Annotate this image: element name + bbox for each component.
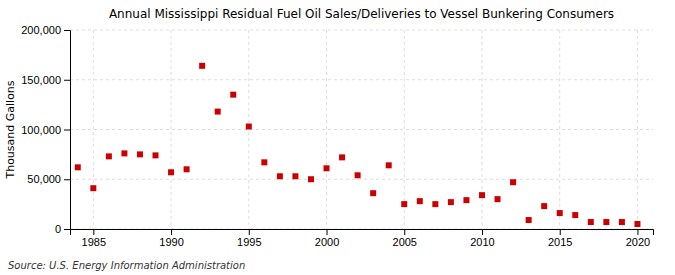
plot-area: 1985 1990 1995 2000 2005 2010 2015 2020 0 50,000 1… bbox=[21, 24, 653, 248]
point bbox=[370, 190, 376, 196]
point bbox=[277, 173, 283, 179]
point bbox=[199, 63, 205, 69]
point bbox=[324, 165, 330, 171]
y-axis-label: Thousand Gallons bbox=[4, 80, 17, 179]
point bbox=[106, 153, 112, 159]
point bbox=[261, 159, 267, 165]
point bbox=[541, 203, 547, 209]
point bbox=[510, 179, 516, 185]
x-axis-line bbox=[71, 230, 654, 236]
x-tick-label: 2005 bbox=[393, 236, 417, 248]
marks bbox=[75, 63, 641, 227]
point bbox=[355, 172, 361, 178]
x-tick-mark bbox=[327, 229, 328, 235]
point bbox=[557, 210, 563, 216]
y-axis-line bbox=[64, 31, 71, 230]
point bbox=[246, 124, 252, 130]
point bbox=[292, 173, 298, 179]
point bbox=[619, 219, 625, 225]
point bbox=[153, 152, 159, 158]
y-tick: 50,000 bbox=[27, 173, 70, 185]
y-tick-mark bbox=[64, 80, 70, 81]
x-tick-mark bbox=[249, 229, 250, 235]
point bbox=[463, 197, 469, 203]
point bbox=[137, 151, 143, 157]
y-tick: 100,000 bbox=[21, 124, 70, 136]
source-note: Source: U.S. Energy Information Administ… bbox=[8, 260, 245, 271]
grid-line-x bbox=[326, 30, 327, 229]
y-tick: 200,000 bbox=[21, 24, 70, 36]
x-tick-mark bbox=[637, 229, 638, 235]
grid-line-x bbox=[404, 30, 405, 229]
x-tick-mark bbox=[482, 229, 483, 235]
x-tick: 1995 bbox=[237, 229, 261, 248]
x-tick-label: 1990 bbox=[159, 236, 183, 248]
x-tick-label: 2010 bbox=[470, 236, 494, 248]
x-tick-label: 1995 bbox=[237, 236, 261, 248]
x-tick-label: 2020 bbox=[626, 236, 650, 248]
grid-line-y bbox=[70, 79, 653, 80]
x-tick-label: 2000 bbox=[315, 236, 339, 248]
x-tick-mark bbox=[171, 229, 172, 235]
point bbox=[90, 185, 96, 191]
y-tick-label: 150,000 bbox=[21, 74, 61, 86]
x-axis: 1985 1990 1995 2000 2005 2010 2015 2020 bbox=[71, 229, 654, 248]
point bbox=[215, 109, 221, 115]
x-tick: 2020 bbox=[626, 229, 650, 248]
grid-line-x bbox=[481, 30, 482, 229]
y-tick-mark bbox=[64, 229, 70, 230]
point bbox=[603, 219, 609, 225]
x-tick: 2015 bbox=[548, 229, 572, 248]
y-axis: 0 50,000 100,000 150,000 200,000 bbox=[21, 24, 70, 235]
point bbox=[432, 201, 438, 207]
x-tick: 2000 bbox=[315, 229, 339, 248]
y-tick-label: 50,000 bbox=[27, 173, 61, 185]
point bbox=[168, 169, 174, 175]
y-tick: 150,000 bbox=[21, 74, 70, 86]
x-tick: 1985 bbox=[82, 229, 106, 248]
point bbox=[572, 212, 578, 218]
x-tick: 1990 bbox=[159, 229, 183, 248]
x-tick: 2010 bbox=[470, 229, 494, 248]
y-tick: 0 bbox=[55, 223, 70, 235]
title: Annual Mississippi Residual Fuel Oil Sal… bbox=[109, 7, 614, 21]
x-tick-mark bbox=[560, 229, 561, 235]
x-tick-mark bbox=[404, 229, 405, 235]
point bbox=[386, 162, 392, 168]
point bbox=[401, 201, 407, 207]
point bbox=[121, 150, 127, 156]
y-tick-label: 0 bbox=[55, 223, 61, 235]
grid-line-x bbox=[93, 30, 94, 229]
point bbox=[339, 154, 345, 160]
x-tick-label: 2015 bbox=[548, 236, 572, 248]
grid-line-y bbox=[70, 129, 653, 130]
grid-line-x bbox=[637, 30, 638, 229]
y-tick-label: 100,000 bbox=[21, 124, 61, 136]
point bbox=[184, 166, 190, 172]
y-tick-label: 200,000 bbox=[21, 24, 61, 36]
point bbox=[448, 199, 454, 205]
y-tick-mark bbox=[64, 130, 70, 131]
point bbox=[588, 219, 594, 225]
point bbox=[526, 217, 532, 223]
y-tick-mark bbox=[64, 30, 70, 31]
point bbox=[417, 198, 423, 204]
grid-line-y bbox=[70, 30, 653, 31]
point bbox=[634, 221, 640, 227]
point bbox=[495, 196, 501, 202]
point bbox=[75, 164, 81, 170]
grid-line-x bbox=[171, 30, 172, 229]
x-tick: 2005 bbox=[393, 229, 417, 248]
point bbox=[479, 192, 485, 198]
point bbox=[308, 176, 314, 182]
point bbox=[230, 92, 236, 98]
grid-line-x bbox=[559, 30, 560, 229]
x-tick-label: 1985 bbox=[82, 236, 106, 248]
chart-svg: 1985 1990 1995 2000 2005 2010 2015 2020 0 50,000 1… bbox=[0, 0, 675, 275]
x-tick-mark bbox=[93, 229, 94, 235]
chart-container: 1985 1990 1995 2000 2005 2010 2015 2020 0 50,000 1… bbox=[0, 0, 675, 275]
grid bbox=[70, 30, 653, 229]
y-tick-mark bbox=[64, 179, 70, 180]
grid-line-y bbox=[70, 179, 653, 180]
